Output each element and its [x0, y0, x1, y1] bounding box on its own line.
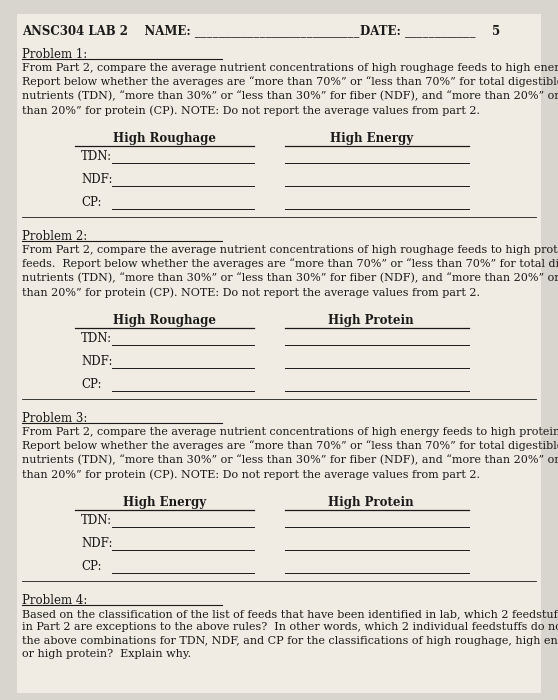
Text: High Energy: High Energy — [123, 496, 206, 509]
Text: CP:: CP: — [81, 196, 102, 209]
Text: From Part 2, compare the average nutrient concentrations of high roughage feeds : From Part 2, compare the average nutrien… — [22, 245, 558, 298]
Text: NDF:: NDF: — [81, 355, 112, 368]
Text: High Roughage: High Roughage — [113, 132, 216, 145]
Text: From Part 2, compare the average nutrient concentrations of high energy feeds to: From Part 2, compare the average nutrien… — [22, 427, 558, 480]
FancyBboxPatch shape — [17, 14, 541, 693]
Text: High Roughage: High Roughage — [113, 314, 216, 327]
Text: From Part 2, compare the average nutrient concentrations of high roughage feeds : From Part 2, compare the average nutrien… — [22, 63, 558, 116]
Text: NDF:: NDF: — [81, 173, 112, 186]
Text: NDF:: NDF: — [81, 537, 112, 550]
Text: TDN:: TDN: — [81, 332, 112, 345]
Text: High Protein: High Protein — [328, 496, 414, 509]
Text: CP:: CP: — [81, 378, 102, 391]
Text: Problem 2:: Problem 2: — [22, 230, 88, 243]
Text: TDN:: TDN: — [81, 150, 112, 163]
Text: Problem 4:: Problem 4: — [22, 594, 88, 607]
Text: DATE: ____________    5: DATE: ____________ 5 — [360, 25, 500, 38]
Text: Based on the classification of the list of feeds that have been identified in la: Based on the classification of the list … — [22, 609, 558, 659]
Text: ANSC304 LAB 2    NAME: ____________________________: ANSC304 LAB 2 NAME: ____________________… — [22, 25, 360, 38]
Text: CP:: CP: — [81, 560, 102, 573]
Text: Problem 1:: Problem 1: — [22, 48, 88, 61]
Text: High Energy: High Energy — [330, 132, 412, 145]
Text: Problem 3:: Problem 3: — [22, 412, 88, 425]
Text: TDN:: TDN: — [81, 514, 112, 527]
Text: High Protein: High Protein — [328, 314, 414, 327]
